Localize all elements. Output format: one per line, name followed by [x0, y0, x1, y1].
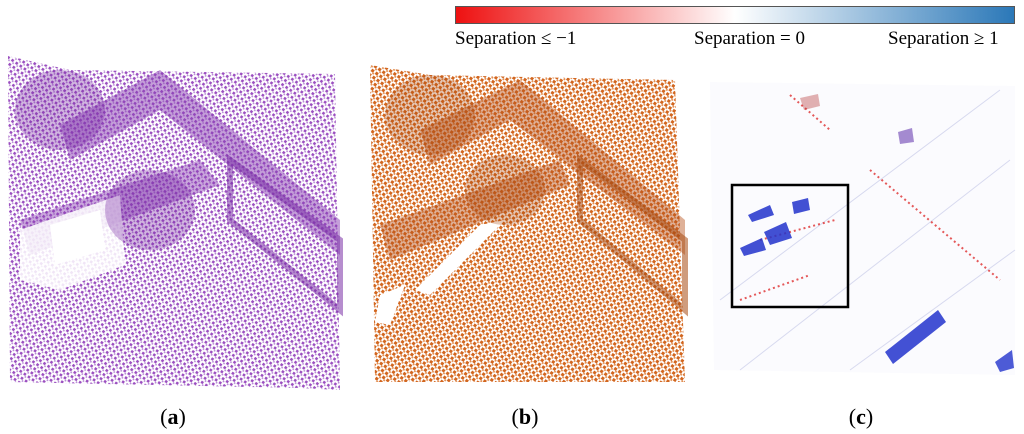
colorbar-label-zero: Separation = 0	[694, 28, 805, 49]
point-cloud-panel-a	[0, 50, 345, 400]
caption-c: (c)	[848, 404, 874, 429]
separation-map-panel-c	[700, 70, 1020, 390]
point-cloud-a-image	[8, 56, 343, 390]
point-cloud-panel-b	[360, 60, 690, 390]
colorbar-label-positive: Separation ≥ 1	[888, 28, 999, 49]
caption-b-letter: b	[518, 404, 532, 429]
highlight-box	[730, 183, 850, 309]
colorbar-label-negative: Separation ≤ −1	[455, 28, 577, 49]
point-cloud-b-image	[370, 65, 688, 382]
separation-colorbar	[455, 6, 1015, 24]
caption-a-letter: a	[167, 404, 179, 429]
caption-a: (a)	[160, 404, 186, 429]
caption-b: (b)	[511, 404, 539, 429]
caption-c-letter: c	[856, 404, 866, 429]
separation-map-image	[710, 82, 1016, 375]
